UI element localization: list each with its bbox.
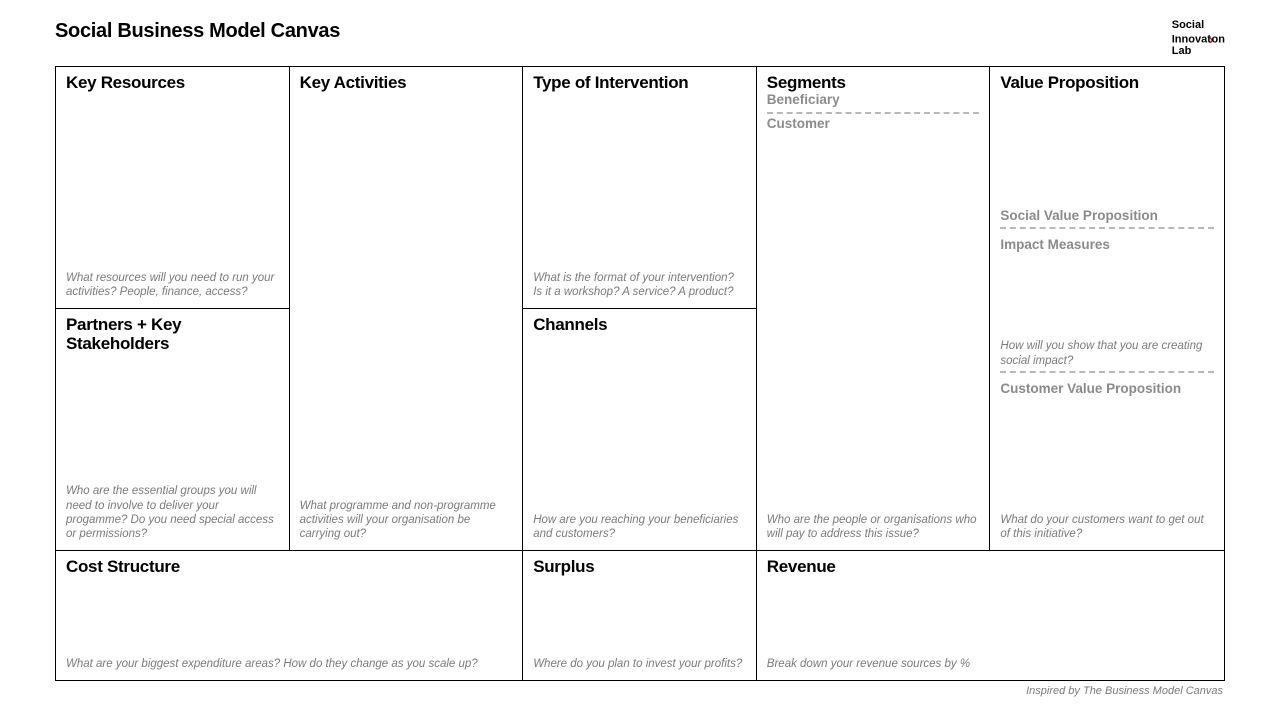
cell-title: Surplus bbox=[533, 557, 746, 577]
cell-prompt: Who are the essential groups you will ne… bbox=[66, 484, 279, 542]
cell-surplus: Surplus Where do you plan to invest your… bbox=[523, 551, 756, 680]
column-surplus: Surplus Where do you plan to invest your… bbox=[523, 551, 757, 680]
cell-prompt: What are your biggest expenditure areas?… bbox=[66, 657, 512, 671]
cell-prompt: Break down your revenue sources by % bbox=[767, 657, 1214, 671]
cell-prompt: Where do you plan to invest your profits… bbox=[533, 657, 746, 671]
column-3: Type of Intervention What is the format … bbox=[523, 67, 757, 550]
cell-title: Partners + Key Stakeholders bbox=[66, 315, 279, 354]
column-5: Value Proposition Social Value Propositi… bbox=[990, 67, 1224, 550]
sublabel-customer-value: Customer Value Proposition bbox=[1000, 381, 1214, 397]
header: Social Business Model Canvas Social Inno… bbox=[55, 20, 1225, 58]
dashed-divider bbox=[767, 112, 980, 114]
segments-split: Beneficiary Customer bbox=[767, 92, 980, 131]
cell-title: Revenue bbox=[767, 557, 1214, 577]
cell-title: Type of Intervention bbox=[533, 73, 746, 93]
sublabel-impact: Impact Measures bbox=[1000, 237, 1214, 253]
column-2: Key Activities What programme and non-pr… bbox=[290, 67, 524, 550]
impact-prompt: How will you show that you are creating … bbox=[1000, 339, 1214, 368]
cell-intervention: Type of Intervention What is the format … bbox=[523, 67, 756, 309]
cell-prompt: What do your customers want to get out o… bbox=[1000, 513, 1214, 542]
cell-title: Channels bbox=[533, 315, 746, 335]
cell-key-activities: Key Activities What programme and non-pr… bbox=[290, 67, 523, 550]
cell-prompt: How are you reaching your beneficiaries … bbox=[533, 513, 746, 542]
cell-title: Key Resources bbox=[66, 73, 279, 93]
cell-title: Value Proposition bbox=[1000, 73, 1214, 93]
cell-channels: Channels How are you reaching your benef… bbox=[523, 309, 756, 550]
sublabel-customer: Customer bbox=[767, 116, 980, 132]
cell-prompt: What resources will you need to run your… bbox=[66, 271, 279, 300]
cell-prompt: Who are the people or organisations who … bbox=[767, 513, 980, 542]
dashed-divider bbox=[1000, 227, 1214, 229]
cell-title: Cost Structure bbox=[66, 557, 512, 577]
sublabel-social-value: Social Value Proposition bbox=[1000, 208, 1214, 224]
cell-prompt: What programme and non-programme activit… bbox=[300, 499, 513, 542]
bottom-region: Cost Structure What are your biggest exp… bbox=[56, 550, 1224, 680]
cell-partners: Partners + Key Stakeholders Who are the … bbox=[56, 309, 289, 550]
canvas-grid: Key Resources What resources will you ne… bbox=[55, 66, 1225, 681]
footer-attribution: Inspired by The Business Model Canvas bbox=[55, 685, 1225, 697]
cell-cost-structure: Cost Structure What are your biggest exp… bbox=[56, 551, 522, 680]
page-title: Social Business Model Canvas bbox=[55, 20, 340, 43]
cell-title: Segments bbox=[767, 73, 980, 93]
cell-prompt: What is the format of your intervention?… bbox=[533, 271, 746, 300]
cell-key-resources: Key Resources What resources will you ne… bbox=[56, 67, 289, 309]
cell-value-proposition: Value Proposition Social Value Propositi… bbox=[990, 67, 1224, 550]
top-region: Key Resources What resources will you ne… bbox=[56, 67, 1224, 550]
cell-segments: Segments Beneficiary Customer Who are th… bbox=[757, 67, 990, 550]
column-cost: Cost Structure What are your biggest exp… bbox=[56, 551, 523, 680]
column-4: Segments Beneficiary Customer Who are th… bbox=[757, 67, 991, 550]
cell-revenue: Revenue Break down your revenue sources … bbox=[757, 551, 1224, 680]
column-1: Key Resources What resources will you ne… bbox=[56, 67, 290, 550]
dashed-divider bbox=[1000, 371, 1214, 373]
brand-logo: Social Innovat›on Lab bbox=[1172, 20, 1225, 58]
cell-title: Key Activities bbox=[300, 73, 513, 93]
sublabel-beneficiary: Beneficiary bbox=[767, 92, 980, 108]
column-revenue: Revenue Break down your revenue sources … bbox=[757, 551, 1224, 680]
